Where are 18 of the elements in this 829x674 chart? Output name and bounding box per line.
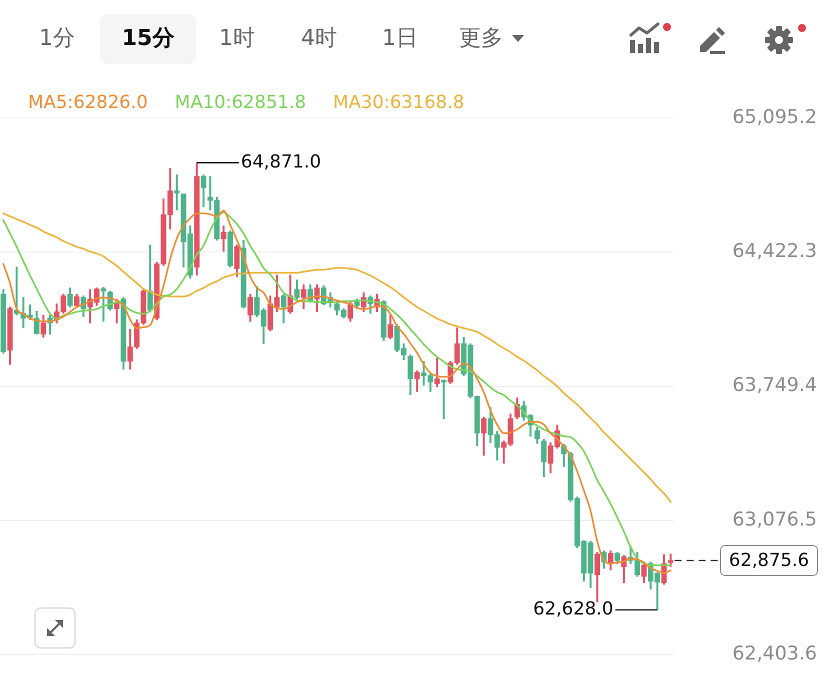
y-tick-label: 63,076.5	[732, 508, 817, 530]
text: MA10:62851.8	[174, 92, 306, 114]
text: 1分	[38, 25, 76, 53]
text: 4时	[300, 25, 338, 53]
text: 更多	[458, 25, 504, 53]
annotation: 64,871.0	[240, 151, 322, 172]
text: MA30:63168.8	[333, 92, 464, 114]
annotation: 62,628.0	[533, 598, 614, 620]
y-tick-label: 62,403.6	[732, 642, 817, 665]
text: 1时	[218, 25, 256, 53]
price-tag: 62,875.6	[720, 545, 818, 576]
tab: 15分	[100, 14, 196, 64]
text: MA5:62826.0	[28, 92, 148, 114]
y-tick-label: 65,095.2	[732, 106, 817, 128]
y-tick-label: 63,749.4	[732, 374, 817, 396]
line-series	[2, 212, 672, 503]
text: 1日	[381, 25, 419, 53]
y-tick-label: 64,422.3	[732, 240, 817, 262]
